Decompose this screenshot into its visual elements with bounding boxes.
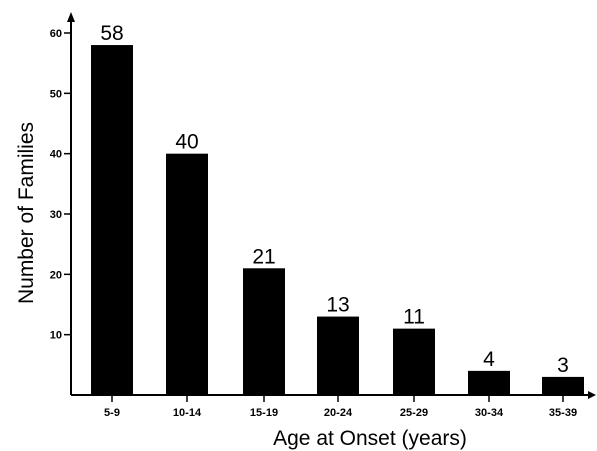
bar-value-label: 11 <box>403 306 425 329</box>
y-axis-arrow-icon <box>67 12 75 22</box>
y-tick-label: 60 <box>50 28 62 40</box>
x-tick-label: 10-14 <box>173 407 202 419</box>
data-labels: 58 40 21 13 11 4 3 <box>100 22 569 377</box>
bar-10-14 <box>166 153 208 395</box>
y-tick-label: 10 <box>50 330 62 342</box>
y-ticks: 10 20 30 40 50 60 <box>50 28 71 342</box>
x-axis-arrow-icon <box>588 391 596 399</box>
bar-value-label: 40 <box>175 131 198 154</box>
x-axis-title: Age at Onset (years) <box>273 427 467 450</box>
y-tick-label: 50 <box>50 88 62 100</box>
bar-25-29 <box>393 328 435 395</box>
bar-value-label: 21 <box>252 245 275 268</box>
bars <box>91 45 584 396</box>
y-tick-label: 20 <box>50 269 62 281</box>
bar-value-label: 58 <box>100 22 123 45</box>
bar-30-34 <box>468 370 510 395</box>
x-tick-label: 25-29 <box>400 407 428 419</box>
x-tick-label: 15-19 <box>250 407 278 419</box>
y-axis-title: Number of Families <box>15 122 38 304</box>
y-axis <box>67 12 75 395</box>
bar-20-24 <box>317 316 359 395</box>
bar-15-19 <box>243 268 285 395</box>
bar-value-label: 4 <box>483 348 495 371</box>
x-tick-label: 20-24 <box>324 407 353 419</box>
x-ticks: 5-9 10-14 15-19 20-24 25-29 30-34 35-39 <box>104 395 577 419</box>
y-tick-label: 30 <box>50 209 62 221</box>
bar-value-label: 13 <box>326 294 349 317</box>
bar-5-9 <box>91 45 133 396</box>
bar-35-39 <box>542 376 584 395</box>
x-tick-label: 35-39 <box>549 407 577 419</box>
x-tick-label: 30-34 <box>475 407 504 419</box>
x-tick-label: 5-9 <box>104 407 120 419</box>
bar-value-label: 3 <box>557 354 569 377</box>
y-tick-label: 40 <box>50 149 62 161</box>
